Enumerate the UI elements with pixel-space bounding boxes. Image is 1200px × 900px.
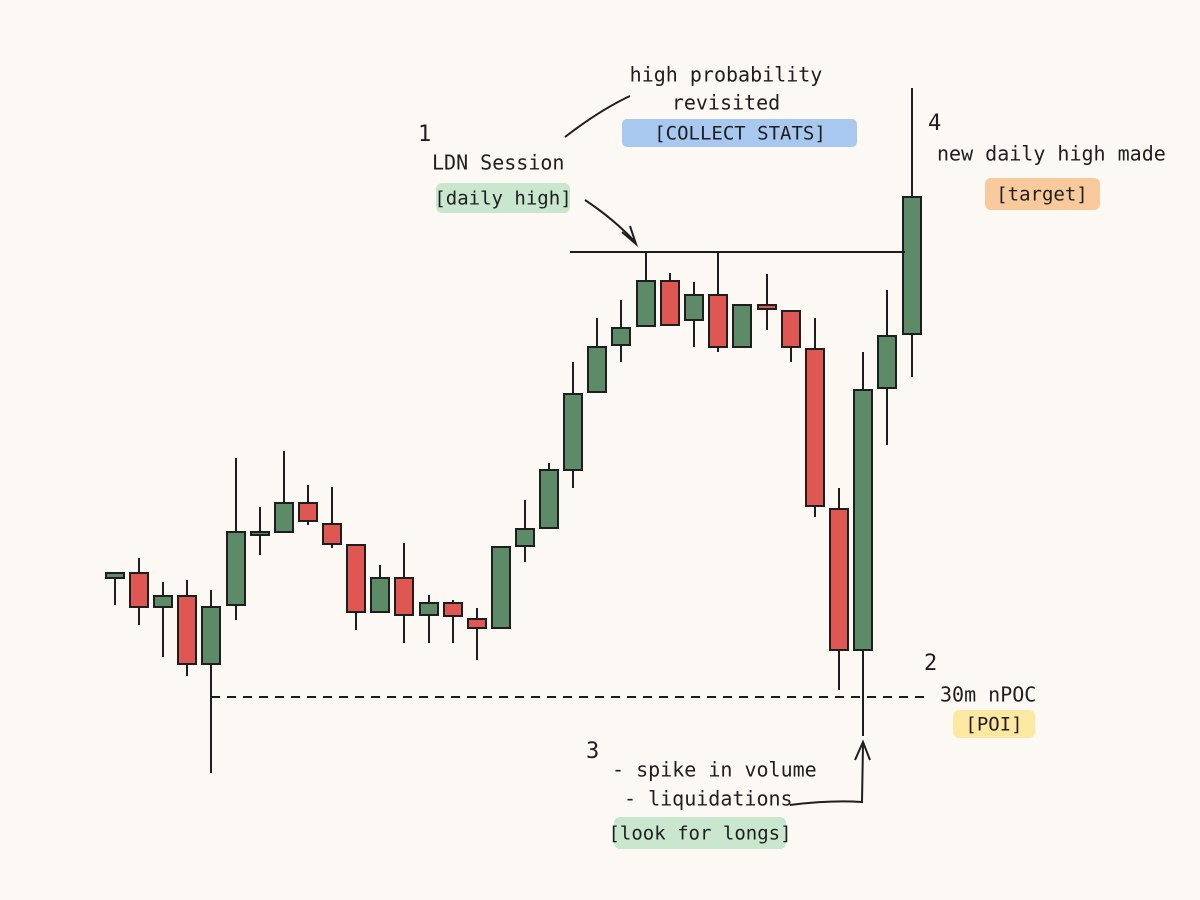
candle-body [781,310,801,348]
candle-body [467,618,487,629]
candle-body [515,528,535,547]
candle-body [660,280,680,326]
step-number: 3 [586,739,599,764]
step-number: 2 [924,651,937,676]
candle-body [370,577,390,613]
candle-body [636,280,656,327]
tag: [target] [996,184,1088,206]
arrow-head [621,225,639,248]
candle-body [201,606,221,665]
candle-body [829,508,849,651]
annotation-text: revisited [672,91,780,115]
candle-body [805,348,825,507]
annotation-text: high probability [630,63,823,87]
tag-highlight [985,178,1100,210]
pointer-line [564,95,631,138]
candle-body [105,572,125,579]
candle-body [684,294,704,321]
annotation-text: - liquidations [624,787,793,811]
candle-body [539,469,559,529]
candle-body [298,502,318,522]
step-number: 1 [418,122,431,147]
candle-body [877,335,897,389]
candle-body [853,389,873,651]
arrow [584,199,636,243]
arrow [789,744,864,806]
tag: [COLLECT STATS] [654,123,826,145]
candle-body [250,531,270,536]
annotation-text: LDN Session [432,151,564,175]
candle-body [587,346,607,393]
step-number: 4 [928,111,941,136]
candle-body [419,602,439,616]
candle-body [443,602,463,617]
candle-body [732,304,752,348]
tag: [look for longs] [608,823,791,845]
tag-highlight [622,119,857,147]
tag: [daily high] [434,188,571,210]
candle-body [226,531,246,606]
candle-body [129,572,149,608]
candle-body [708,294,728,348]
candle-body [563,393,583,471]
candle-body [322,523,342,545]
tag-highlight [614,817,786,849]
candle-body [346,544,366,613]
candle-body [757,304,777,310]
candle-body [491,546,511,629]
candle-body [611,327,631,346]
candle-body [274,502,294,533]
tag-highlight [953,710,1035,738]
tag-highlight [436,183,570,213]
candle-body [153,595,173,608]
candles [105,88,922,773]
annotation-text: - spike in volume [612,758,817,782]
arrow-head [854,739,871,761]
tag: [POI] [965,714,1022,736]
candle-body [177,595,197,665]
candle-body [902,196,922,335]
annotation-text: 30m nPOC [940,683,1036,707]
annotation-text: new daily high made [937,142,1166,166]
candle-body [394,577,414,616]
